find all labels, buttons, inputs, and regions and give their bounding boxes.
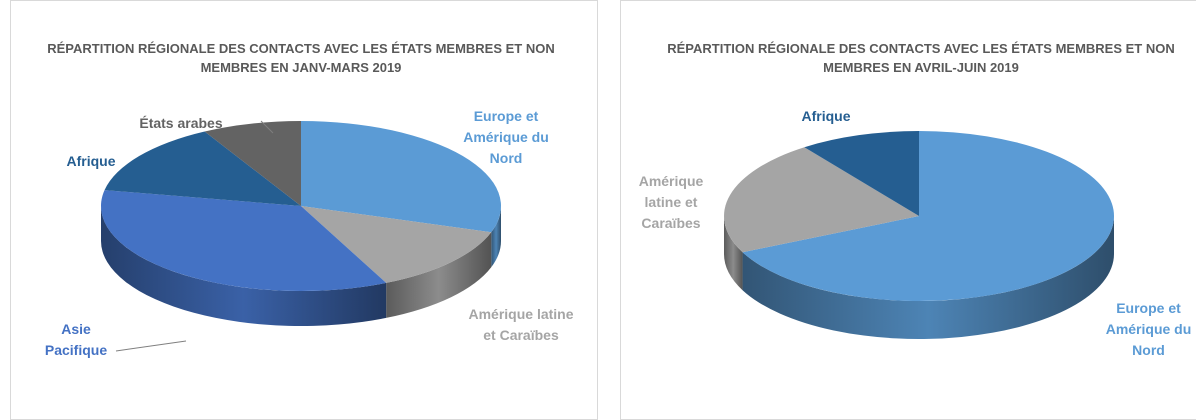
pie-slice [104,131,302,206]
slice-side [742,216,1114,339]
pie-slice [204,121,301,206]
slice-label: Afrique [801,108,851,124]
page: RÉPARTITION RÉGIONALE DES CONTACTS AVEC … [10,0,1196,420]
slice-side [724,216,743,291]
chart-title: RÉPARTITION RÉGIONALE DES CONTACTS AVEC … [47,41,555,75]
slice-label: États arabes [139,115,223,131]
pie-slice [301,121,501,233]
pie-slice [804,131,919,216]
slice-label: Europe et Amérique du Nord [463,108,549,166]
slice-label: Amérique latine et Caraïbes [468,306,574,343]
chart [100,120,501,352]
slice-label: Asie Pacifique [44,321,108,358]
pie-slice [301,206,492,283]
chart [724,131,1114,339]
pie-slice [742,131,1114,301]
chart-panel: RÉPARTITION RÉGIONALE DES CONTACTS AVEC … [620,0,1196,420]
leader-line [260,120,274,134]
slice-side [491,206,501,268]
slice-side [386,232,492,318]
chart-title: RÉPARTITION RÉGIONALE DES CONTACTS AVEC … [667,41,1175,75]
pie-slice [724,147,919,253]
leader-line [115,340,187,352]
slice-side [101,206,387,326]
slice-label: Amérique latine et Caraïbes [638,173,704,231]
slice-label: Afrique [66,153,116,169]
chart-panel: RÉPARTITION RÉGIONALE DES CONTACTS AVEC … [10,0,598,420]
slice-label: Europe et Amérique du Nord [1105,300,1192,358]
pie-slice [100,190,387,292]
